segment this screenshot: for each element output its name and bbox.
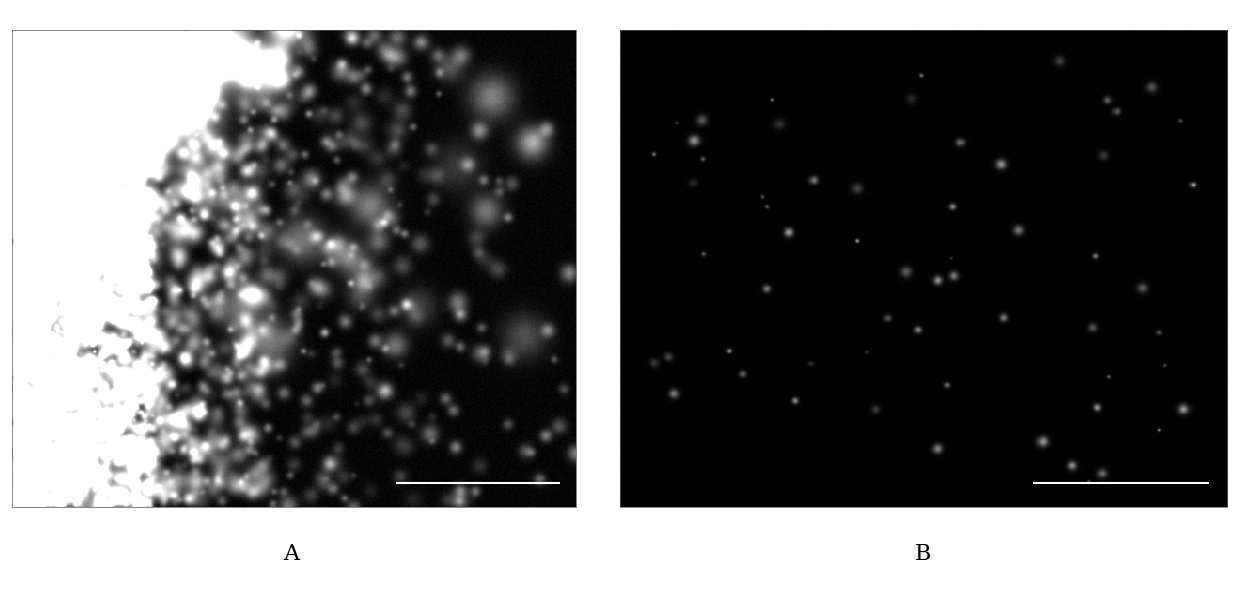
Text: B: B — [914, 544, 932, 565]
Text: A: A — [284, 544, 299, 565]
